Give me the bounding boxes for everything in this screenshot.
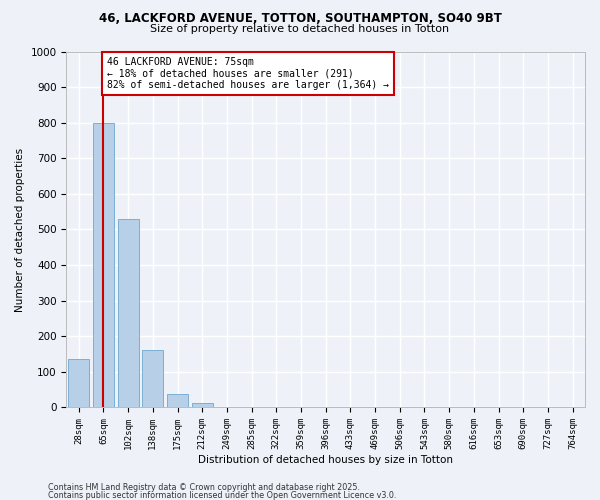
Text: 46 LACKFORD AVENUE: 75sqm
← 18% of detached houses are smaller (291)
82% of semi: 46 LACKFORD AVENUE: 75sqm ← 18% of detac…: [107, 57, 389, 90]
Text: Contains HM Land Registry data © Crown copyright and database right 2025.: Contains HM Land Registry data © Crown c…: [48, 484, 360, 492]
Bar: [192, 403, 213, 407]
Bar: [167, 394, 188, 407]
X-axis label: Distribution of detached houses by size in Totton: Distribution of detached houses by size …: [198, 455, 453, 465]
Text: 46, LACKFORD AVENUE, TOTTON, SOUTHAMPTON, SO40 9BT: 46, LACKFORD AVENUE, TOTTON, SOUTHAMPTON…: [98, 12, 502, 26]
Bar: [93, 122, 114, 408]
Bar: [142, 350, 163, 408]
Text: Size of property relative to detached houses in Totton: Size of property relative to detached ho…: [151, 24, 449, 34]
Y-axis label: Number of detached properties: Number of detached properties: [15, 148, 25, 312]
Bar: [118, 219, 139, 408]
Bar: [68, 360, 89, 408]
Text: Contains public sector information licensed under the Open Government Licence v3: Contains public sector information licen…: [48, 491, 397, 500]
